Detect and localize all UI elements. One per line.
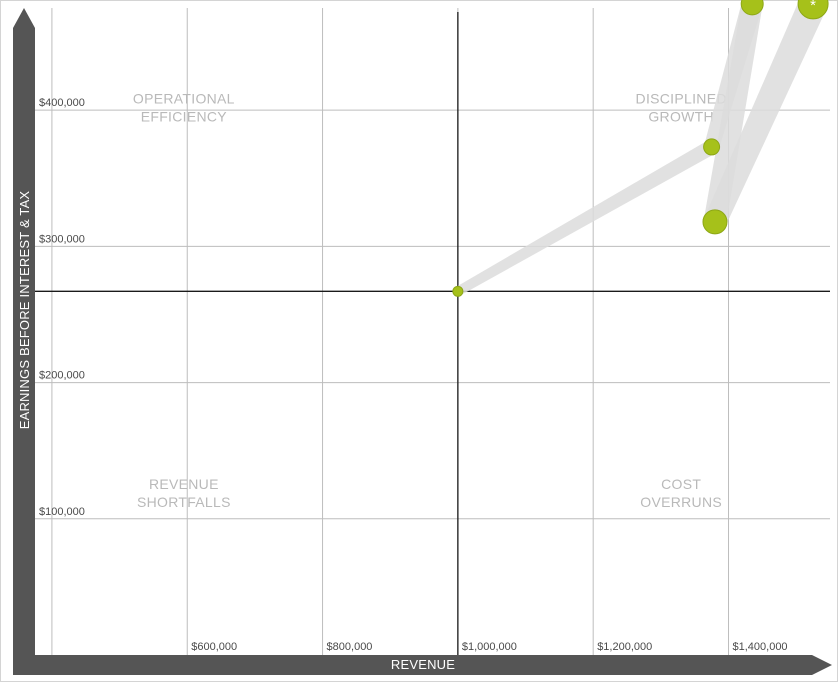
quadrant-label-line: OVERRUNS bbox=[640, 494, 722, 510]
quadrant-label-line: GROWTH bbox=[648, 108, 714, 124]
quadrant-label: COST OVERRUNS bbox=[640, 476, 722, 510]
y-axis-title: EARNINGS BEFORE INTEREST & TAX bbox=[17, 191, 32, 430]
quadrant-label: DISCIPLINED GROWTH bbox=[636, 90, 727, 124]
data-point bbox=[452, 285, 464, 297]
crosshair bbox=[35, 12, 830, 655]
quadrant-label-line: EFFICIENCY bbox=[141, 108, 228, 124]
trail-band bbox=[704, 0, 827, 227]
quadrant-label-line: SHORTFALLS bbox=[137, 494, 231, 510]
data-point bbox=[703, 138, 721, 156]
quadrant-label-line: DISCIPLINED bbox=[636, 90, 727, 106]
trail-band bbox=[455, 140, 716, 296]
point-marker: * bbox=[810, 0, 816, 14]
y-axis-arrow bbox=[13, 8, 35, 655]
data-point bbox=[702, 209, 728, 235]
x-axis-arrow bbox=[13, 655, 832, 675]
y-tick-label: $400,000 bbox=[39, 97, 85, 109]
quadrant-label-line: REVENUE bbox=[149, 476, 219, 492]
y-tick-label: $200,000 bbox=[39, 370, 85, 382]
quadrant-label-line: OPERATIONAL bbox=[133, 90, 235, 106]
movement-trails bbox=[455, 0, 827, 296]
x-tick-label: $800,000 bbox=[327, 641, 373, 653]
y-tick-label: $300,000 bbox=[39, 233, 85, 245]
quadrant-label: OPERATIONAL EFFICIENCY bbox=[133, 90, 235, 124]
trail-band bbox=[703, 2, 763, 224]
data-point bbox=[797, 0, 829, 20]
quadrant-label-line: COST bbox=[661, 476, 701, 492]
data-points: * bbox=[452, 0, 829, 297]
x-tick-label: $1,200,000 bbox=[597, 641, 652, 653]
x-tick-label: $600,000 bbox=[191, 641, 237, 653]
x-tick-label: $1,400,000 bbox=[733, 641, 788, 653]
y-tick-label: $100,000 bbox=[39, 506, 85, 518]
x-axis-title: REVENUE bbox=[391, 657, 455, 672]
quadrant-labels: OPERATIONAL EFFICIENCY DISCIPLINED GROWTH RE… bbox=[133, 90, 727, 509]
quadrant-label: REVENUE SHORTFALLS bbox=[137, 476, 231, 510]
x-tick-label: $1,000,000 bbox=[462, 641, 517, 653]
data-point bbox=[740, 0, 764, 16]
tick-labels: $600,000 $800,000 $1,000,000 $1,200,000 $1,4… bbox=[39, 97, 788, 653]
